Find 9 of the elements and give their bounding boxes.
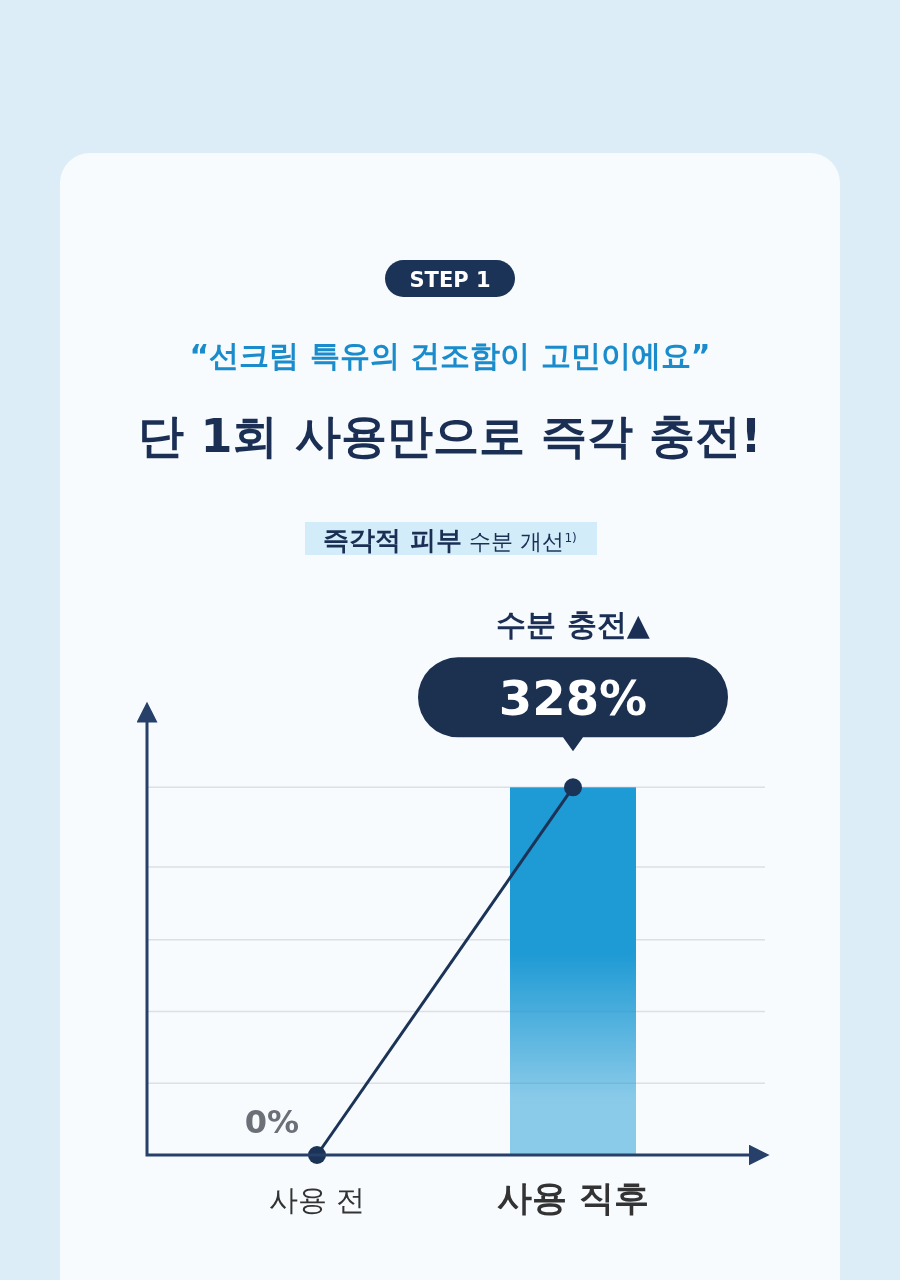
text: 수분 충전▲	[496, 607, 650, 642]
text: 즉각적 피부 수분 개선$^{1)}$	[323, 524, 577, 555]
chart-subtitle: “선크림 특유의 건조함이 고민이에요”	[189, 338, 711, 373]
data-label: 0%	[244, 1103, 299, 1141]
x-tick-label: 사용 전	[268, 1183, 366, 1217]
chart-title: 단 1회 사용만으로 즉각 충전!	[138, 409, 762, 463]
x-tick-label: 사용 직후	[496, 1178, 650, 1218]
data-label: 328%	[498, 670, 648, 727]
text: STEP 1	[409, 268, 491, 292]
